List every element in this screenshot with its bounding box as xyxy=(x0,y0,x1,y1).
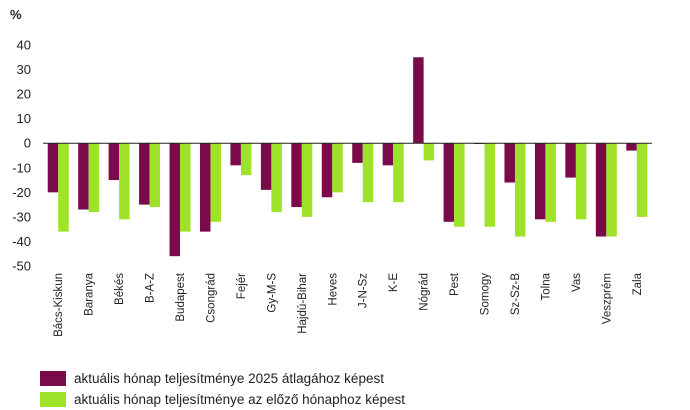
bar-series-1-10 xyxy=(352,143,363,163)
y-axis-unit: % xyxy=(10,7,22,22)
bar-series-2-15 xyxy=(514,143,526,237)
bar-series-2-19 xyxy=(636,143,648,217)
bar-series-2-1 xyxy=(88,143,100,212)
bar-series-2-0 xyxy=(58,143,69,232)
category-label: Tolna xyxy=(540,272,552,300)
bar-series-2-8 xyxy=(301,143,313,217)
bar-series-1-19 xyxy=(626,143,637,151)
bar-series-2-9 xyxy=(332,143,343,193)
legend-label-series-2: aktuális hónap teljesítménye az előző hó… xyxy=(74,392,405,407)
category-label: Csongrád xyxy=(205,273,217,323)
bar-series-1-18 xyxy=(595,143,607,237)
category-label: J-N-Sz xyxy=(358,273,370,308)
bar-series-2-5 xyxy=(210,143,221,222)
bars xyxy=(47,57,648,257)
category-label: Fejér xyxy=(236,273,248,299)
y-tick-label: -10 xyxy=(12,160,31,175)
category-label: Nógrád xyxy=(419,273,431,311)
y-tick-label: 40 xyxy=(17,38,31,53)
y-tick-label: -50 xyxy=(12,259,31,274)
bar-series-1-2 xyxy=(108,143,120,181)
y-tick-label: -40 xyxy=(12,234,31,249)
y-tick-label: 0 xyxy=(24,136,31,151)
bar-series-2-4 xyxy=(180,143,191,232)
category-label: Békés xyxy=(114,273,126,305)
legend-swatch-series-2 xyxy=(40,392,66,407)
legend-label-series-1: aktuális hónap teljesítménye 2025 átlagá… xyxy=(74,371,384,386)
bar-series-1-12 xyxy=(413,57,424,144)
category-label: Somogy xyxy=(480,273,492,315)
bar-series-1-9 xyxy=(321,143,333,198)
bar-series-1-1 xyxy=(78,143,89,210)
bar-series-1-13 xyxy=(443,143,455,222)
category-label: Sz-Sz-B xyxy=(510,273,522,316)
bar-series-2-10 xyxy=(362,143,374,203)
category-label: K-E xyxy=(388,273,400,293)
category-label: Hajdú-Bihar xyxy=(297,273,309,334)
bar-series-2-13 xyxy=(454,143,465,227)
bar-series-1-17 xyxy=(565,143,576,178)
bar-series-1-6 xyxy=(230,143,241,166)
bar-series-1-15 xyxy=(504,143,515,183)
bar-series-1-4 xyxy=(169,143,181,257)
category-labels: Bács-Kiskun Baranya Békés B-A-Z Budapest Cson… xyxy=(53,272,644,337)
category-label: Heves xyxy=(327,273,339,306)
category-label: Budapest xyxy=(175,272,187,321)
legend-item-series-1: aktuális hónap teljesítménye 2025 átlagá… xyxy=(40,368,405,389)
bar-series-1-8 xyxy=(291,143,302,208)
bar-series-2-16 xyxy=(545,143,556,222)
bar-series-1-16 xyxy=(534,143,546,220)
bar-series-2-11 xyxy=(393,143,404,203)
bar-series-1-0 xyxy=(47,143,59,193)
y-tick-label: 20 xyxy=(17,87,31,102)
bar-series-2-2 xyxy=(119,143,130,220)
bar-series-1-7 xyxy=(260,143,272,190)
category-label: Veszprém xyxy=(601,273,613,324)
legend-swatch-series-1 xyxy=(40,371,66,386)
bar-series-2-6 xyxy=(240,143,252,176)
y-tick-label: -20 xyxy=(12,185,31,200)
bar-series-1-5 xyxy=(199,143,211,232)
category-label: Gy-M-S xyxy=(266,273,278,313)
bar-series-2-18 xyxy=(606,143,617,237)
bar-series-2-3 xyxy=(149,143,161,208)
y-tick-label: 30 xyxy=(17,62,31,77)
y-tick-label: -30 xyxy=(12,209,31,224)
category-label: Bács-Kiskun xyxy=(53,273,65,337)
category-label: Pest xyxy=(449,272,461,296)
legend: aktuális hónap teljesítménye 2025 átlagá… xyxy=(40,368,405,410)
bar-series-2-14 xyxy=(484,143,496,227)
legend-item-series-2: aktuális hónap teljesítménye az előző hó… xyxy=(40,389,405,410)
bar-series-2-17 xyxy=(575,143,587,220)
bar-series-2-12 xyxy=(423,143,435,161)
category-label: Baranya xyxy=(84,272,96,315)
y-axis-ticks: 40 30 20 10 0 -10 -20 -30 -40 -50 xyxy=(12,38,31,274)
category-label: B-A-Z xyxy=(145,273,157,303)
bar-series-1-11 xyxy=(382,143,394,166)
bar-series-2-7 xyxy=(271,143,282,212)
category-label: Zala xyxy=(632,272,644,295)
category-label: Vas xyxy=(571,273,583,292)
bar-series-1-3 xyxy=(139,143,150,205)
y-tick-label: 10 xyxy=(17,111,31,126)
